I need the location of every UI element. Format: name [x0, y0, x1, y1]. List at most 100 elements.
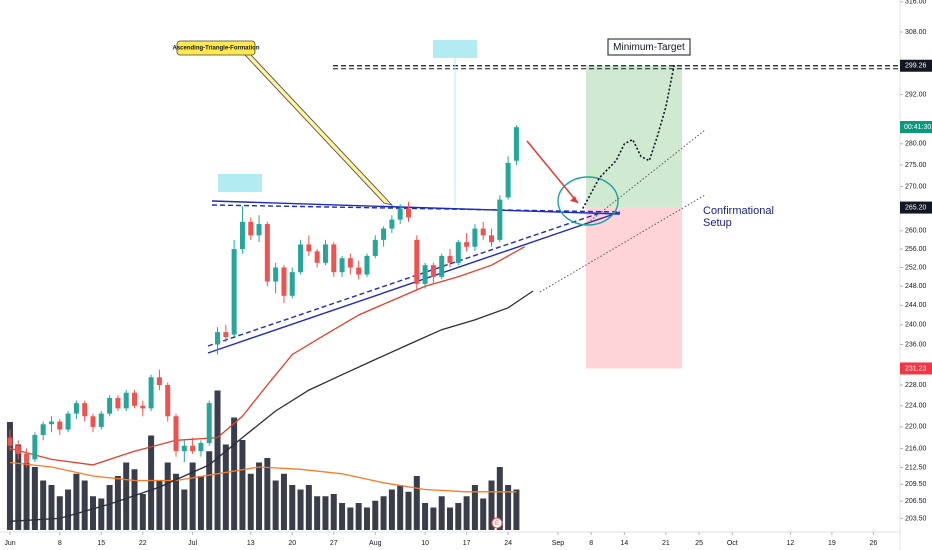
- resistance-line-dashed: [211, 204, 621, 213]
- y-tick-label: 256.00: [905, 246, 927, 253]
- candle-body: [497, 199, 503, 240]
- candle-body: [447, 255, 453, 263]
- y-tick-label: 244.00: [905, 302, 927, 309]
- x-tick-label: 19: [828, 540, 836, 547]
- support-line-dashed: [207, 212, 601, 347]
- trend-extension: [539, 194, 706, 293]
- candle-body: [264, 224, 270, 282]
- candle-body: [173, 416, 179, 452]
- candle-body: [206, 403, 212, 444]
- highlight-ellipse: [557, 176, 619, 226]
- volume-bar: [139, 494, 146, 530]
- volume-bar: [98, 498, 105, 530]
- volume-bar: [40, 480, 47, 530]
- volume-bar: [355, 503, 362, 530]
- candle-body: [464, 242, 470, 247]
- volume-bar: [189, 462, 196, 530]
- x-tick-label: Sep: [552, 540, 565, 547]
- volume-bar: [455, 503, 462, 530]
- volume-bar: [372, 500, 379, 530]
- volume-bar: [513, 489, 520, 530]
- volume-bar: [430, 507, 437, 530]
- volume-bar: [463, 496, 470, 530]
- y-tick-label: 270.00: [905, 183, 927, 190]
- candle-body: [306, 244, 312, 252]
- volume-bar: [413, 476, 420, 530]
- candle-body: [140, 405, 146, 409]
- candle-body: [215, 332, 221, 345]
- volume-bar: [405, 491, 412, 530]
- candle-body: [439, 255, 445, 277]
- x-tick-label: 8: [58, 540, 62, 547]
- earnings-marker: E: [495, 521, 499, 527]
- candle-body: [107, 397, 113, 414]
- volume-bar: [56, 496, 63, 530]
- volume-bar: [480, 498, 487, 530]
- candle-body: [165, 384, 171, 417]
- volume-bar: [272, 480, 279, 530]
- candle-body: [289, 272, 295, 296]
- volume-bar: [264, 458, 271, 530]
- moving-average: [9, 290, 534, 522]
- volume-bar: [488, 480, 495, 530]
- y-tick-label: 308.00: [905, 29, 927, 36]
- price-label: 231.23: [905, 365, 927, 372]
- support-line: [207, 211, 621, 354]
- x-tick-label: 8: [589, 540, 593, 547]
- x-tick-label: 26: [870, 540, 878, 547]
- trend-extension: [584, 129, 706, 226]
- x-tick-label: 10: [421, 540, 429, 547]
- resistance-line: [211, 200, 621, 215]
- candle-body: [414, 239, 420, 284]
- volume-bar: [422, 503, 429, 530]
- earnings-icon: [491, 517, 503, 529]
- x-tick-label: 27: [330, 540, 338, 547]
- candle-body: [98, 413, 104, 427]
- candle-body: [430, 265, 436, 277]
- x-tick-label: 25: [695, 540, 703, 547]
- annotation: Ascending-Triangle-Formation: [172, 46, 259, 52]
- candle-body: [256, 224, 262, 236]
- price-label-box: [900, 59, 932, 72]
- y-tick-label: 248.00: [905, 283, 927, 290]
- price-label: 265.20: [905, 204, 927, 211]
- volume-bar: [106, 485, 113, 530]
- volume-bar: [397, 485, 404, 530]
- candle-body: [223, 332, 229, 338]
- candle-body: [198, 443, 204, 452]
- volume-bar: [123, 462, 130, 530]
- y-tick-label: 292.00: [905, 91, 927, 98]
- volume-bar: [181, 489, 188, 530]
- volume-bar: [505, 485, 512, 530]
- y-tick-label: 316.00: [905, 0, 927, 6]
- y-tick-label: 220.00: [905, 424, 927, 431]
- y-tick-label: 275.00: [905, 162, 927, 169]
- volume-bar: [496, 467, 503, 530]
- volume-bar: [114, 476, 121, 530]
- volume-bar: [131, 469, 138, 530]
- volume-bar: [31, 467, 38, 530]
- y-tick-label: 212.50: [905, 464, 927, 471]
- candle-body: [190, 445, 196, 452]
- price-label-box: [900, 362, 932, 375]
- candle-body: [90, 416, 96, 427]
- candle-body: [148, 377, 154, 409]
- x-tick-label: 22: [139, 540, 147, 547]
- volume-bar: [305, 485, 312, 530]
- plot: [6, 64, 675, 530]
- volume-bar: [206, 451, 213, 530]
- x-tick-label: 20: [288, 540, 296, 547]
- candle-body: [480, 228, 486, 236]
- volume-bar: [289, 485, 296, 530]
- candle-body: [397, 208, 403, 220]
- x-tick-label: 14: [620, 540, 628, 547]
- countdown: 00:41:30: [904, 124, 931, 131]
- y-tick-label: 280.00: [905, 141, 927, 148]
- y-tick-label: 209.50: [905, 481, 927, 488]
- candle-body: [231, 249, 237, 335]
- volume-bar: [314, 496, 321, 530]
- y-tick-label: 203.50: [905, 515, 927, 522]
- candle-body: [57, 421, 63, 430]
- candle-body: [322, 244, 328, 263]
